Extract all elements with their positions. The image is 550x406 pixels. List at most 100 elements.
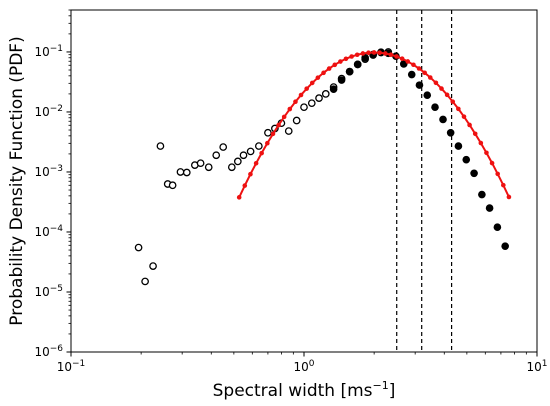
fit-point [354, 52, 360, 58]
plot-area [134, 10, 512, 352]
fit-point [236, 195, 242, 200]
fit-point [416, 66, 422, 71]
fit-point [315, 75, 321, 80]
filled-point [353, 60, 362, 69]
fit-point [309, 80, 315, 86]
y-tick-label: 10−4 [34, 224, 63, 239]
fit-point [276, 122, 281, 128]
fit-point [405, 59, 411, 64]
open-point [321, 90, 330, 98]
fit-point [253, 160, 259, 166]
filled-point [329, 85, 338, 93]
fit-point [506, 194, 512, 200]
fit-point [444, 92, 450, 98]
filled-point [485, 204, 494, 212]
x-tick-label: 101 [526, 359, 547, 374]
fit-point [338, 59, 343, 64]
open-point [284, 127, 293, 135]
filled-point [493, 223, 502, 232]
filled-point [478, 190, 486, 199]
fit-point [399, 56, 405, 62]
fit-point [456, 106, 461, 112]
fit-point [326, 66, 332, 71]
fit-point [495, 171, 500, 177]
x-tick-label: 10−1 [57, 359, 86, 374]
filled-point [407, 70, 416, 79]
fit-point [433, 80, 439, 86]
fit-point [427, 75, 433, 80]
filled-point [501, 242, 509, 250]
fit-point [388, 52, 394, 58]
fit-point [270, 131, 276, 137]
fit-point [383, 51, 388, 56]
fit-point [242, 183, 248, 188]
open-point [168, 181, 177, 190]
fit-point [439, 86, 444, 91]
open-point [233, 157, 242, 166]
y-tick-label: 10−1 [34, 44, 63, 59]
fit-point [332, 62, 338, 68]
filled-point [470, 169, 478, 178]
filled-point [462, 155, 471, 164]
open-point [227, 163, 236, 172]
open-point [149, 262, 157, 270]
fit-point [298, 92, 304, 98]
open-point [134, 243, 143, 252]
y-tick-label: 10−3 [34, 164, 63, 179]
fit-point [343, 56, 349, 62]
y-axis-label: Probability Density Function (PDF) [7, 36, 27, 325]
y-tick-label: 10−2 [34, 104, 63, 119]
fit-point [377, 50, 383, 56]
fit-point [394, 54, 399, 59]
open-point [254, 142, 263, 150]
fit-point [478, 140, 484, 146]
fit-point [501, 182, 506, 188]
plot-frame [70, 9, 538, 353]
filled-point [337, 76, 346, 84]
filled-point [345, 67, 354, 76]
x-tick-label: 100 [293, 359, 314, 374]
open-point [315, 94, 323, 102]
open-point [292, 116, 301, 125]
fit-point [349, 54, 354, 59]
open-point [141, 277, 149, 286]
fit-point [265, 140, 270, 146]
open-point [196, 159, 205, 168]
filled-point [361, 53, 369, 62]
filled-point [439, 115, 447, 124]
open-point [182, 168, 191, 177]
filled-point [423, 91, 432, 100]
open-point [156, 142, 165, 150]
fit-point [472, 131, 478, 137]
fit-point [281, 114, 287, 120]
x-axis-label: Spectral width [ms−1] [213, 379, 396, 401]
open-point [176, 168, 185, 176]
open-point [212, 151, 221, 160]
y-tick-label: 10−5 [34, 284, 63, 299]
fit-point [484, 150, 489, 156]
open-point [246, 147, 255, 156]
fit-point [422, 70, 427, 76]
fit-point [467, 122, 472, 128]
y-tick-label: 10−6 [34, 344, 63, 359]
filled-point [415, 81, 424, 89]
fit-point [360, 51, 366, 56]
fit-point [321, 70, 326, 76]
fit-point [293, 99, 298, 105]
open-point [300, 103, 308, 112]
fit-point [304, 86, 309, 91]
fit-point [450, 99, 456, 104]
fit-point [366, 50, 371, 56]
filled-point [446, 128, 455, 137]
open-point [307, 99, 316, 108]
fit-point [461, 114, 467, 119]
fit-point [489, 160, 495, 166]
fit-point [411, 62, 416, 68]
open-point [239, 151, 248, 160]
fit-point [371, 50, 377, 55]
open-point [204, 163, 213, 172]
fit-point [287, 106, 293, 112]
open-point [264, 128, 272, 137]
filled-point [454, 142, 463, 150]
